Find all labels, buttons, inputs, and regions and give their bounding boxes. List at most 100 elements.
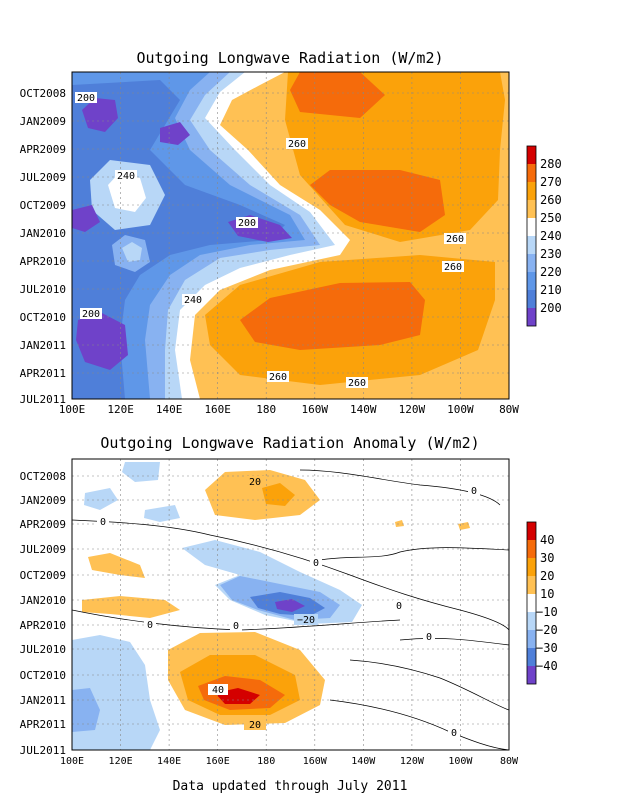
chart1-cb-box <box>527 164 536 182</box>
chart2-colorbar: 40 30 20 10 −10 −20 −30 −40 <box>526 521 558 685</box>
footer-note: Data updated through July 2011 <box>173 779 408 794</box>
chart1-cb-box <box>527 182 536 200</box>
chart2-cb-label: −20 <box>536 623 558 637</box>
chart1-y-axis: OCT2008 JAN2009 APR2009 JUL2009 OCT2009 … <box>20 87 66 406</box>
chart1-cb-box <box>527 146 536 164</box>
chart2-neg-a <box>122 462 160 482</box>
chart2-cb-label: 40 <box>540 533 554 547</box>
chart1-cb-label: 220 <box>540 265 562 279</box>
chart2-cb-box <box>527 666 536 684</box>
chart1-cb-label: 270 <box>540 175 562 189</box>
chart1-field <box>72 72 509 399</box>
chart1-x-tick: 140W <box>350 403 377 416</box>
chart2-cb-box <box>527 612 536 630</box>
chart2-cb-label: −30 <box>536 641 558 655</box>
chart1-x-tick: 180 <box>256 403 276 416</box>
chart1-y-tick: OCT2009 <box>20 199 66 212</box>
chart1-contour-label: 260 <box>446 234 464 245</box>
chart2-cb-box <box>527 648 536 666</box>
chart2-cb-box <box>527 630 536 648</box>
chart1-cb-box <box>527 200 536 218</box>
chart1-contour-label: 200 <box>238 218 256 229</box>
chart2-cb-box <box>527 594 536 612</box>
chart1-frame <box>71 71 510 400</box>
chart1-cb-box <box>527 272 536 290</box>
chart2-pos-left <box>88 553 145 578</box>
chart1-x-tick: 160W <box>302 403 329 416</box>
chart2-y-tick: JUL2010 <box>20 643 66 656</box>
chart2-x-tick: 120E <box>109 756 133 767</box>
chart1-cb-label: 240 <box>540 229 562 243</box>
chart1-y-tick: JAN2009 <box>20 115 66 128</box>
chart2-y-tick: OCT2009 <box>20 569 66 582</box>
chart2-y-tick: APR2010 <box>20 619 66 632</box>
chart2-x-tick: 180 <box>257 756 275 767</box>
chart1-cb-box <box>527 218 536 236</box>
chart2-cb-label: 10 <box>540 587 554 601</box>
chart2-x-tick: 100E <box>60 756 84 767</box>
chart1-fill-280-upper-b <box>310 170 445 232</box>
chart1-fill-190-e <box>72 205 100 232</box>
chart2-x-tick: 100W <box>448 756 473 767</box>
chart2-x-tick: 80W <box>500 756 519 767</box>
chart2-x-axis: 100E 120E 140E 160E 180 160W 140W 120W 1… <box>60 756 519 767</box>
chart1-fill-200 <box>72 80 285 399</box>
chart1-contour-label: 260 <box>348 378 366 389</box>
chart1-cb-label: 230 <box>540 247 562 261</box>
chart2-contour-label: 0 <box>313 558 319 569</box>
chart1-x-axis: 100E 120E 140E 160E 180 160W 140W 120W 1… <box>59 403 520 416</box>
chart2-y-tick: APR2009 <box>20 518 66 531</box>
chart1-cb-box <box>527 308 536 326</box>
panel-olr-anomaly: Outgoing Longwave Radiation Anomaly (W/m… <box>20 434 558 767</box>
chart2-x-tick: 140E <box>157 756 181 767</box>
chart2-contour-label: 0 <box>426 632 432 643</box>
chart1-x-tick: 100W <box>447 403 474 416</box>
chart2-cb-frame <box>526 521 537 685</box>
chart1-x-tick: 160E <box>204 403 231 416</box>
chart1-contour-label: 240 <box>117 171 135 182</box>
chart1-pocket-c <box>122 242 142 262</box>
chart1-colorbar: 280 270 260 250 240 230 220 210 200 <box>526 145 562 327</box>
chart1-cb-box <box>527 290 536 308</box>
chart2-y-axis: OCT2008 JAN2009 APR2009 JUL2009 OCT2009 … <box>20 470 66 757</box>
chart2-contour-label: 0 <box>100 517 106 528</box>
chart1-y-tick: OCT2010 <box>20 311 66 324</box>
chart2-contour-label: 20 <box>249 477 261 488</box>
chart2-cb-box <box>527 576 536 594</box>
chart1-cb-frame <box>526 145 537 327</box>
chart1-y-tick: OCT2008 <box>20 87 66 100</box>
chart1-fill-190-d <box>76 312 128 370</box>
chart2-y-tick: OCT2008 <box>20 470 66 483</box>
chart2-frame <box>71 458 510 751</box>
chart2-cb-label: −40 <box>536 659 558 673</box>
chart1-y-tick: JAN2010 <box>20 227 66 240</box>
chart2-cb-label: 30 <box>540 551 554 565</box>
chart2-contour-label: 40 <box>212 685 224 696</box>
chart2-y-tick: OCT2010 <box>20 669 66 682</box>
chart1-y-tick: JUL2011 <box>20 393 66 406</box>
chart2-y-tick: JUL2009 <box>20 543 66 556</box>
chart1-contour-label: 260 <box>444 262 462 273</box>
chart2-cb-box <box>527 540 536 558</box>
chart2-neg-mid-4 <box>275 599 305 612</box>
chart2-y-tick: JUL2011 <box>20 744 66 757</box>
chart2-grid <box>72 459 509 750</box>
chart1-x-tick: 140E <box>156 403 183 416</box>
chart2-pos-band <box>82 596 180 618</box>
chart2-neg-b <box>84 488 118 510</box>
chart2-x-tick: 160W <box>303 756 328 767</box>
chart1-fill-190-a <box>82 98 118 132</box>
chart1-cb-label: 210 <box>540 283 562 297</box>
chart2-contour-label: −20 <box>297 615 315 626</box>
chart2-contour-label: 0 <box>396 601 402 612</box>
chart1-fill-190-b <box>160 122 190 145</box>
chart1-fill-280-lower <box>240 282 425 350</box>
panel-olr: Outgoing Longwave Radiation (W/m2) <box>20 49 562 416</box>
chart2-pos-dot-b <box>395 520 404 527</box>
chart1-cb-box <box>527 236 536 254</box>
chart2-cb-box <box>527 522 536 540</box>
chart1-cb-label: 260 <box>540 193 562 207</box>
chart2-y-tick: JAN2011 <box>20 694 66 707</box>
chart1-contour-labels: 200 260 240 200 260 260 240 200 260 260 <box>75 92 466 389</box>
chart1-title: Outgoing Longwave Radiation (W/m2) <box>136 49 443 67</box>
